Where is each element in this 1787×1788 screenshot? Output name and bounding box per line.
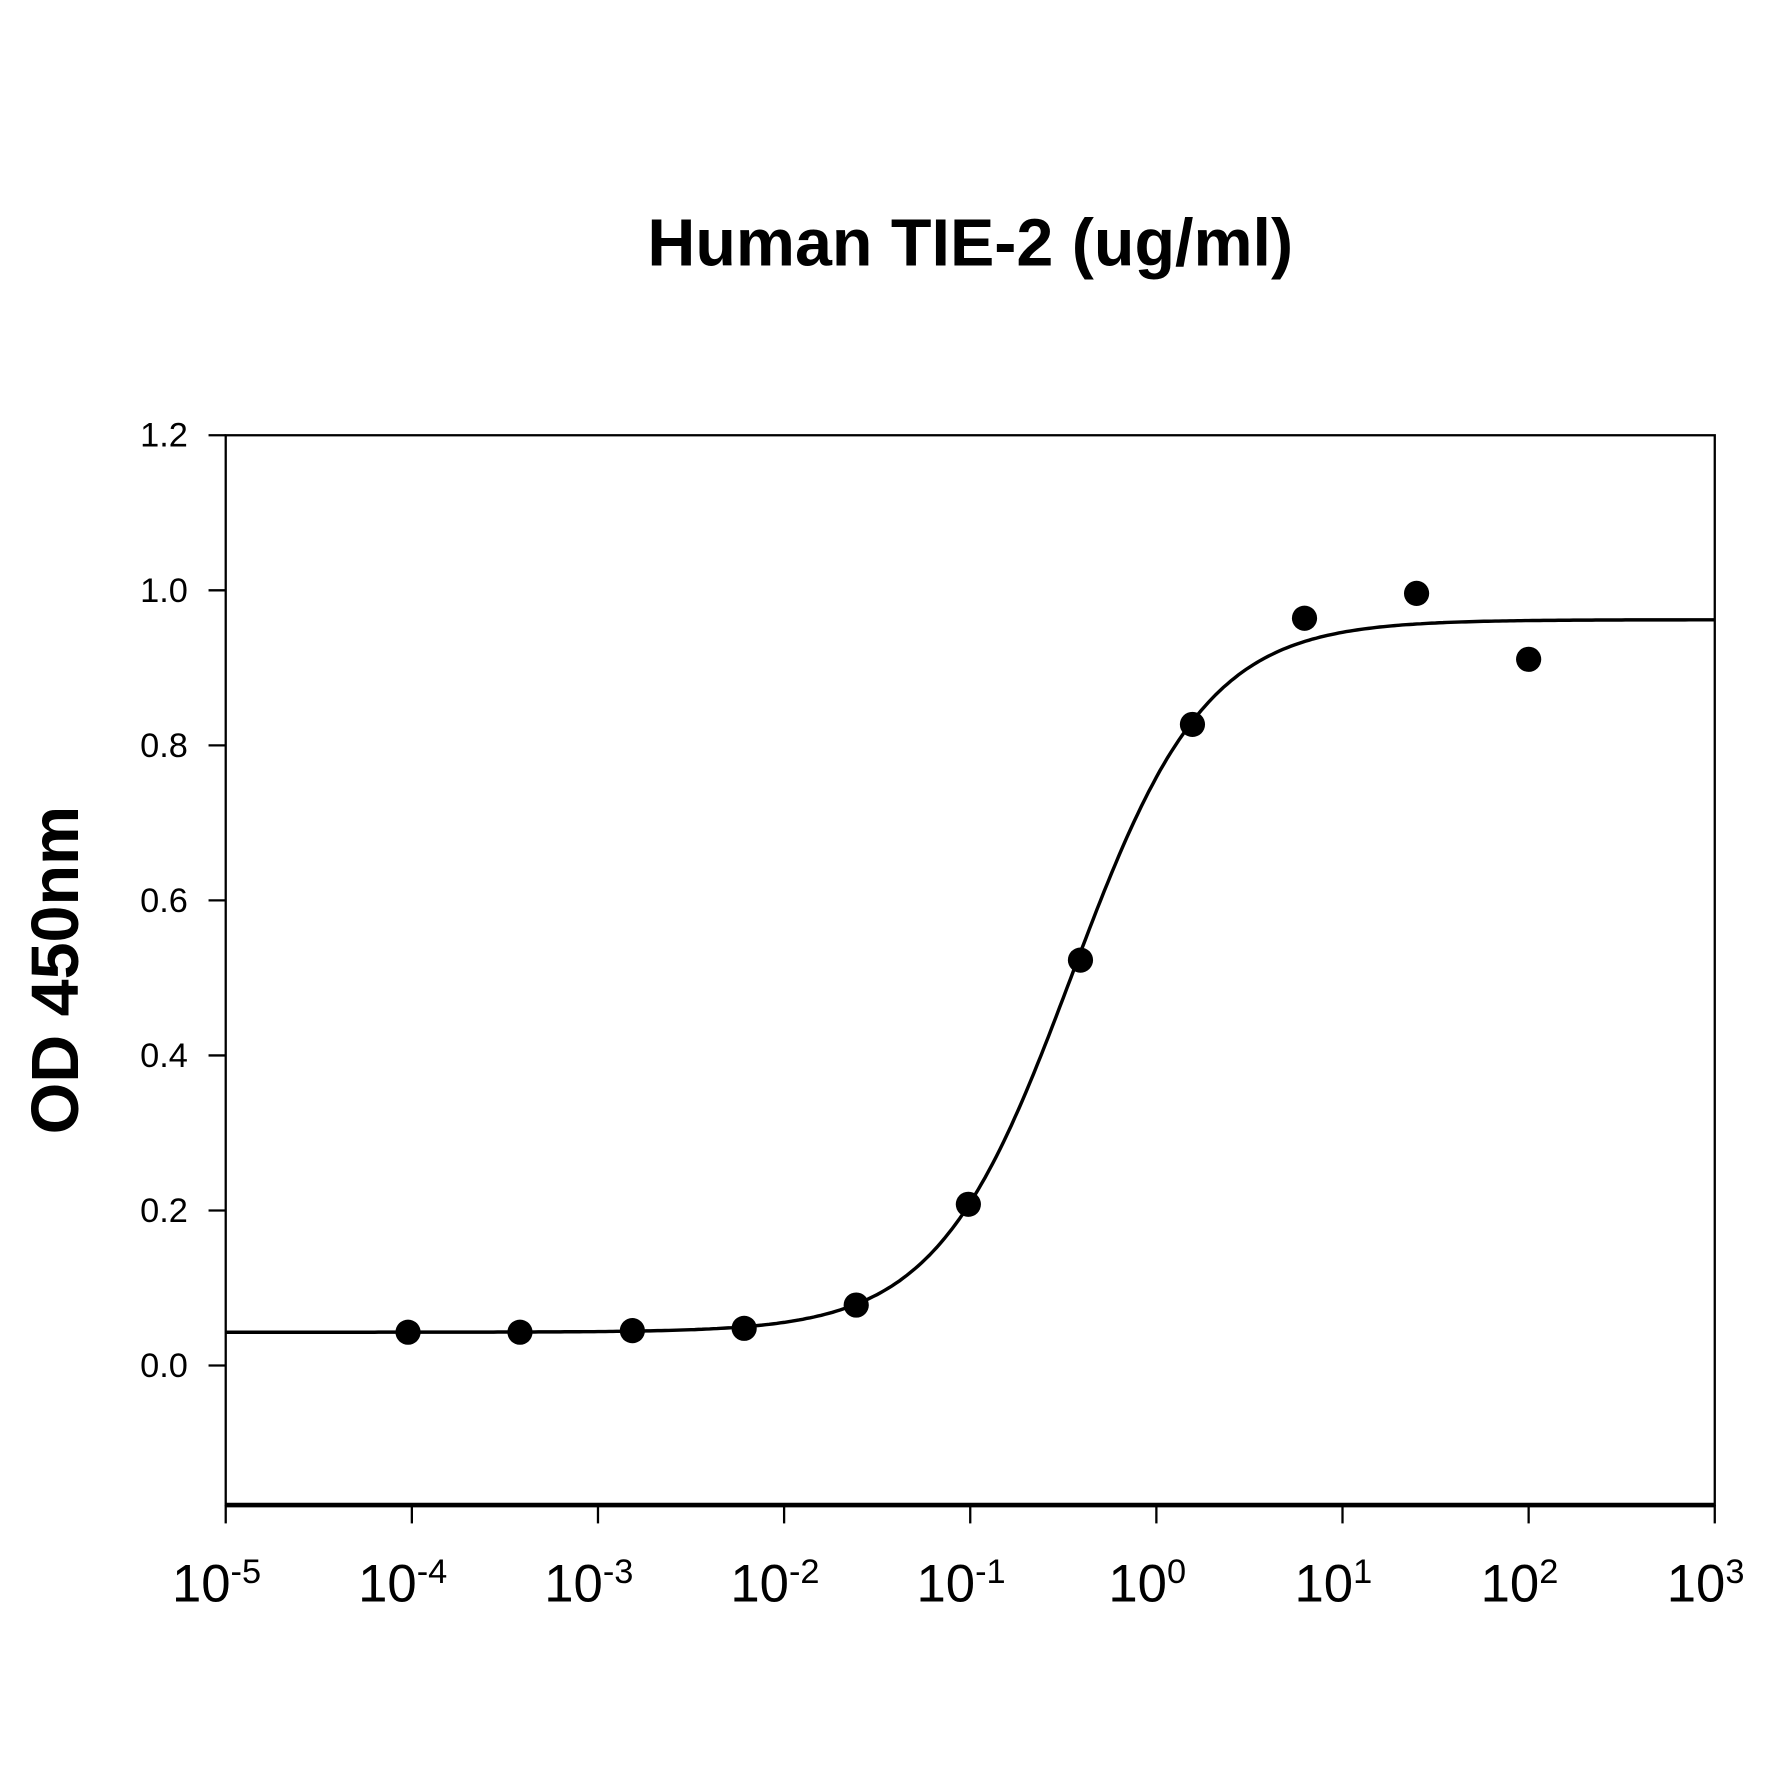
x-tick-label: 10-3 [544,1553,633,1613]
data-point [1516,646,1542,672]
x-tick-label: 10-4 [358,1553,447,1613]
y-axis-label: OD 450nm [19,806,93,1135]
data-point [731,1315,757,1341]
data-point [1067,947,1094,973]
y-tick-label: 1.0 [140,572,188,610]
plot-frame [224,434,1716,1507]
x-tick-label: 10-5 [172,1553,261,1613]
x-tick-label: 102 [1481,1553,1559,1613]
y-tick-label: 0.8 [140,727,188,765]
y-tick-label: 0.6 [140,882,188,920]
data-point [395,1319,421,1345]
data-point [1403,580,1430,607]
x-tick-label: 10-1 [917,1553,1006,1613]
data-point [843,1292,869,1318]
data-point [1291,605,1318,631]
data-point [507,1319,533,1345]
fit-curve [225,618,1715,1334]
x-tick-label: 10-2 [730,1553,819,1613]
x-tick-label: 103 [1667,1553,1745,1613]
y-tick-label: 0.2 [140,1192,188,1230]
y-tick-label: 1.2 [140,417,188,455]
data-point [955,1191,981,1217]
x-tick-label: 100 [1108,1553,1186,1613]
x-tick-label: 101 [1294,1553,1372,1613]
y-tick-label: 0.0 [140,1347,188,1385]
data-point [1179,711,1206,738]
chart-title: Human TIE-2 (ug/ml) [647,207,1293,281]
data-point [619,1318,645,1344]
y-tick-label: 0.4 [140,1037,188,1075]
